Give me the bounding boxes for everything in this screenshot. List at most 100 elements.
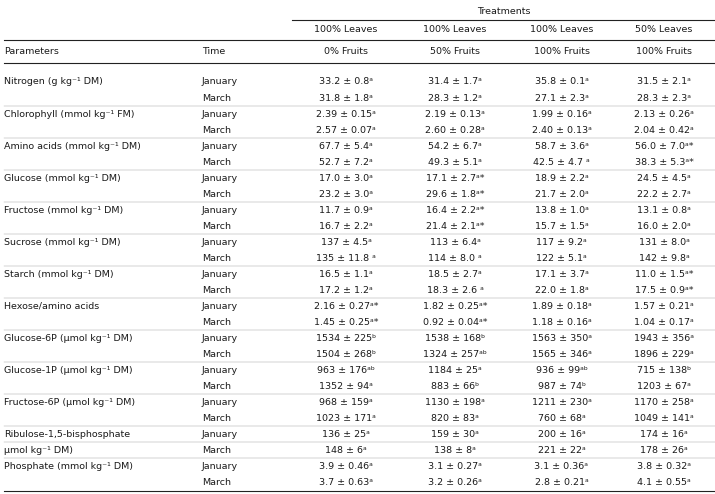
Text: March: March xyxy=(202,221,231,231)
Text: 2.60 ± 0.28ᵃ: 2.60 ± 0.28ᵃ xyxy=(425,125,485,134)
Text: 1504 ± 268ᵇ: 1504 ± 268ᵇ xyxy=(316,349,376,359)
Text: 18.5 ± 2.7ᵃ: 18.5 ± 2.7ᵃ xyxy=(428,270,482,279)
Text: 49.3 ± 5.1ᵃ: 49.3 ± 5.1ᵃ xyxy=(428,158,482,166)
Text: 174 ± 16ᵃ: 174 ± 16ᵃ xyxy=(640,429,688,439)
Text: 42.5 ± 4.7 ᵃ: 42.5 ± 4.7 ᵃ xyxy=(533,158,590,166)
Text: January: January xyxy=(202,173,238,182)
Text: January: January xyxy=(202,429,238,439)
Text: 221 ± 22ᵃ: 221 ± 22ᵃ xyxy=(538,446,586,454)
Text: 3.8 ± 0.32ᵃ: 3.8 ± 0.32ᵃ xyxy=(637,461,691,470)
Text: January: January xyxy=(202,270,238,279)
Text: 13.1 ± 0.8ᵃ: 13.1 ± 0.8ᵃ xyxy=(637,206,691,214)
Text: 1352 ± 94ᵃ: 1352 ± 94ᵃ xyxy=(319,381,373,390)
Text: 17.1 ± 2.7ᵃ*: 17.1 ± 2.7ᵃ* xyxy=(425,173,484,182)
Text: 31.4 ± 1.7ᵃ: 31.4 ± 1.7ᵃ xyxy=(428,78,482,86)
Text: 56.0 ± 7.0ᵃ*: 56.0 ± 7.0ᵃ* xyxy=(635,141,694,151)
Text: 17.2 ± 1.2ᵃ: 17.2 ± 1.2ᵃ xyxy=(319,286,373,294)
Text: 1.18 ± 0.16ᵃ: 1.18 ± 0.16ᵃ xyxy=(532,318,591,327)
Text: 18.9 ± 2.2ᵃ: 18.9 ± 2.2ᵃ xyxy=(535,173,588,182)
Text: March: March xyxy=(202,93,231,102)
Text: 1565 ± 346ᵃ: 1565 ± 346ᵃ xyxy=(531,349,591,359)
Text: 38.3 ± 5.3ᵃ*: 38.3 ± 5.3ᵃ* xyxy=(635,158,694,166)
Text: 16.0 ± 2.0ᵃ: 16.0 ± 2.0ᵃ xyxy=(637,221,691,231)
Text: Glucose (mmol kg⁻¹ DM): Glucose (mmol kg⁻¹ DM) xyxy=(4,173,121,182)
Text: 0% Fruits: 0% Fruits xyxy=(324,47,368,56)
Text: 113 ± 6.4ᵃ: 113 ± 6.4ᵃ xyxy=(430,238,480,247)
Text: μmol kg⁻¹ DM): μmol kg⁻¹ DM) xyxy=(4,446,73,454)
Text: 4.1 ± 0.55ᵃ: 4.1 ± 0.55ᵃ xyxy=(637,478,691,487)
Text: 29.6 ± 1.8ᵃ*: 29.6 ± 1.8ᵃ* xyxy=(425,190,484,199)
Text: Nitrogen (g kg⁻¹ DM): Nitrogen (g kg⁻¹ DM) xyxy=(4,78,103,86)
Text: Fructose-6P (μmol kg⁻¹ DM): Fructose-6P (μmol kg⁻¹ DM) xyxy=(4,398,135,407)
Text: 54.2 ± 6.7ᵃ: 54.2 ± 6.7ᵃ xyxy=(428,141,482,151)
Text: 131 ± 8.0ᵃ: 131 ± 8.0ᵃ xyxy=(638,238,689,247)
Text: January: January xyxy=(202,110,238,119)
Text: 16.4 ± 2.2ᵃ*: 16.4 ± 2.2ᵃ* xyxy=(425,206,484,214)
Text: January: January xyxy=(202,141,238,151)
Text: 2.39 ± 0.15ᵃ: 2.39 ± 0.15ᵃ xyxy=(316,110,376,119)
Text: 50% Leaves: 50% Leaves xyxy=(636,26,693,35)
Text: 21.4 ± 2.1ᵃ*: 21.4 ± 2.1ᵃ* xyxy=(425,221,484,231)
Text: 31.8 ± 1.8ᵃ: 31.8 ± 1.8ᵃ xyxy=(319,93,373,102)
Text: Starch (mmol kg⁻¹ DM): Starch (mmol kg⁻¹ DM) xyxy=(4,270,114,279)
Text: 18.3 ± 2.6 ᵃ: 18.3 ± 2.6 ᵃ xyxy=(427,286,483,294)
Text: 1.89 ± 0.18ᵃ: 1.89 ± 0.18ᵃ xyxy=(532,301,591,311)
Text: 22.2 ± 2.7ᵃ: 22.2 ± 2.7ᵃ xyxy=(637,190,691,199)
Text: 33.2 ± 0.8ᵃ: 33.2 ± 0.8ᵃ xyxy=(319,78,373,86)
Text: 1.99 ± 0.16ᵃ: 1.99 ± 0.16ᵃ xyxy=(532,110,591,119)
Text: 1896 ± 229ᵃ: 1896 ± 229ᵃ xyxy=(634,349,694,359)
Text: 3.7 ± 0.63ᵃ: 3.7 ± 0.63ᵃ xyxy=(319,478,373,487)
Text: January: January xyxy=(202,398,238,407)
Text: 52.7 ± 7.2ᵃ: 52.7 ± 7.2ᵃ xyxy=(319,158,373,166)
Text: 100% Leaves: 100% Leaves xyxy=(530,26,593,35)
Text: 22.0 ± 1.8ᵃ: 22.0 ± 1.8ᵃ xyxy=(535,286,588,294)
Text: 2.8 ± 0.21ᵃ: 2.8 ± 0.21ᵃ xyxy=(535,478,588,487)
Text: March: March xyxy=(202,413,231,422)
Text: March: March xyxy=(202,478,231,487)
Text: 100% Leaves: 100% Leaves xyxy=(423,26,487,35)
Text: 100% Leaves: 100% Leaves xyxy=(315,26,378,35)
Text: 3.2 ± 0.26ᵃ: 3.2 ± 0.26ᵃ xyxy=(428,478,482,487)
Text: 16.5 ± 1.1ᵃ: 16.5 ± 1.1ᵃ xyxy=(319,270,373,279)
Text: January: January xyxy=(202,461,238,470)
Text: 178 ± 26ᵃ: 178 ± 26ᵃ xyxy=(640,446,688,454)
Text: Parameters: Parameters xyxy=(4,47,59,56)
Text: Treatments: Treatments xyxy=(477,7,531,16)
Text: 1.57 ± 0.21ᵃ: 1.57 ± 0.21ᵃ xyxy=(634,301,694,311)
Text: 760 ± 68ᵃ: 760 ± 68ᵃ xyxy=(538,413,586,422)
Text: 23.2 ± 3.0ᵃ: 23.2 ± 3.0ᵃ xyxy=(319,190,373,199)
Text: 1563 ± 350ᵃ: 1563 ± 350ᵃ xyxy=(531,333,591,342)
Text: 2.04 ± 0.42ᵃ: 2.04 ± 0.42ᵃ xyxy=(634,125,694,134)
Text: 117 ± 9.2ᵃ: 117 ± 9.2ᵃ xyxy=(536,238,587,247)
Text: 1203 ± 67ᵃ: 1203 ± 67ᵃ xyxy=(637,381,691,390)
Text: 3.9 ± 0.46ᵃ: 3.9 ± 0.46ᵃ xyxy=(319,461,373,470)
Text: January: January xyxy=(202,301,238,311)
Text: 21.7 ± 2.0ᵃ: 21.7 ± 2.0ᵃ xyxy=(535,190,588,199)
Text: 31.5 ± 2.1ᵃ: 31.5 ± 2.1ᵃ xyxy=(637,78,691,86)
Text: Ribulose-1,5-bisphosphate: Ribulose-1,5-bisphosphate xyxy=(4,429,130,439)
Text: 1.82 ± 0.25ᵃ*: 1.82 ± 0.25ᵃ* xyxy=(423,301,487,311)
Text: 137 ± 4.5ᵃ: 137 ± 4.5ᵃ xyxy=(320,238,371,247)
Text: 17.0 ± 3.0ᵃ: 17.0 ± 3.0ᵃ xyxy=(319,173,373,182)
Text: 136 ± 25ᵃ: 136 ± 25ᵃ xyxy=(322,429,370,439)
Text: 15.7 ± 1.5ᵃ: 15.7 ± 1.5ᵃ xyxy=(535,221,588,231)
Text: 1943 ± 356ᵃ: 1943 ± 356ᵃ xyxy=(634,333,694,342)
Text: 968 ± 159ᵃ: 968 ± 159ᵃ xyxy=(319,398,373,407)
Text: Sucrose (mmol kg⁻¹ DM): Sucrose (mmol kg⁻¹ DM) xyxy=(4,238,121,247)
Text: March: March xyxy=(202,318,231,327)
Text: 28.3 ± 2.3ᵃ: 28.3 ± 2.3ᵃ xyxy=(637,93,691,102)
Text: 28.3 ± 1.2ᵃ: 28.3 ± 1.2ᵃ xyxy=(428,93,482,102)
Text: March: March xyxy=(202,349,231,359)
Text: 1538 ± 168ᵇ: 1538 ± 168ᵇ xyxy=(425,333,485,342)
Text: 1534 ± 225ᵇ: 1534 ± 225ᵇ xyxy=(316,333,376,342)
Text: 148 ± 6ᵃ: 148 ± 6ᵃ xyxy=(325,446,367,454)
Text: 0.92 ± 0.04ᵃ*: 0.92 ± 0.04ᵃ* xyxy=(423,318,487,327)
Text: Glucose-6P (μmol kg⁻¹ DM): Glucose-6P (μmol kg⁻¹ DM) xyxy=(4,333,132,342)
Text: Phosphate (mmol kg⁻¹ DM): Phosphate (mmol kg⁻¹ DM) xyxy=(4,461,133,470)
Text: 58.7 ± 3.6ᵃ: 58.7 ± 3.6ᵃ xyxy=(535,141,588,151)
Text: 3.1 ± 0.27ᵃ: 3.1 ± 0.27ᵃ xyxy=(428,461,482,470)
Text: 820 ± 83ᵃ: 820 ± 83ᵃ xyxy=(431,413,479,422)
Text: 2.57 ± 0.07ᵃ: 2.57 ± 0.07ᵃ xyxy=(316,125,376,134)
Text: 67.7 ± 5.4ᵃ: 67.7 ± 5.4ᵃ xyxy=(319,141,373,151)
Text: 135 ± 11.8 ᵃ: 135 ± 11.8 ᵃ xyxy=(316,253,376,262)
